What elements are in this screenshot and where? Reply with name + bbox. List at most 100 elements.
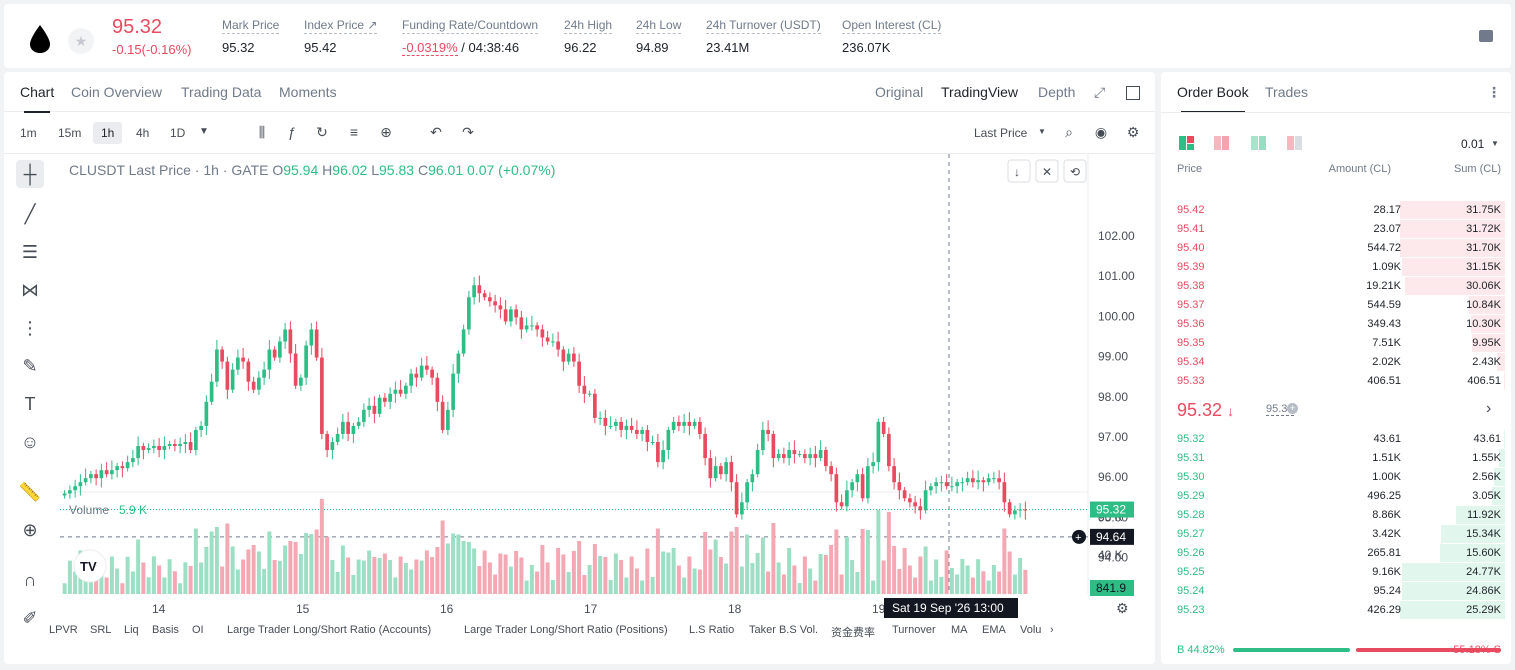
indicators-icon[interactable]: ƒ [288, 124, 296, 140]
row-amount: 43.61 [1373, 433, 1401, 445]
ind-ls-ratio[interactable]: L.S Ratio [689, 624, 735, 636]
tab-trades[interactable]: Trades [1265, 84, 1309, 100]
bid-row[interactable]: 95.26 265.81 15.60K [1161, 543, 1511, 562]
ind-turnover[interactable]: Turnover [892, 624, 936, 636]
camera-icon[interactable]: ◉ [1094, 124, 1108, 140]
candle-body [225, 361, 230, 390]
settings-gear-icon[interactable]: ⚙ [1126, 124, 1140, 140]
collapse-down-icon-bg [1007, 159, 1031, 183]
zoom-in-icon[interactable]: ⊕ [22, 520, 38, 540]
replay-icon[interactable]: ↻ [316, 124, 328, 140]
fib-icon[interactable]: ⋮ [21, 318, 39, 338]
view-depth[interactable]: Depth [1038, 84, 1076, 100]
tab-moments[interactable]: Moments [279, 84, 337, 100]
interval-1d[interactable]: 1D [170, 126, 186, 140]
favorite-star-icon[interactable]: ★ [68, 28, 94, 54]
ind-liq[interactable]: Liq [124, 624, 139, 636]
ask-row[interactable]: 95.41 23.07 31.72K [1161, 219, 1511, 238]
pencil-lock-icon[interactable]: ✐ [22, 608, 38, 628]
text-icon[interactable]: T [24, 394, 36, 414]
stat-mark-price: Mark Price 95.32 [222, 18, 280, 55]
tab-coin-overview[interactable]: Coin Overview [71, 84, 163, 100]
search-icon[interactable]: ⌕ [1065, 124, 1073, 140]
bid-row[interactable]: 95.29 496.25 3.05K [1161, 486, 1511, 505]
bid-row[interactable]: 95.23 426.29 25.29K [1161, 600, 1511, 619]
ind-ema[interactable]: EMA [982, 624, 1006, 636]
price-type-select[interactable]: Last Price [974, 126, 1028, 140]
view-tradingview[interactable]: TradingView [941, 84, 1019, 100]
brush-icon[interactable]: ✎ [22, 356, 38, 376]
volume-bar [409, 569, 414, 594]
bid-row[interactable]: 95.31 1.51K 1.55K [1161, 448, 1511, 467]
chevron-right-icon[interactable]: › [1486, 400, 1492, 417]
ask-row[interactable]: 95.37 544.59 10.84K [1161, 295, 1511, 314]
view-bids-icon[interactable] [1251, 136, 1267, 150]
volume-bar [844, 537, 849, 594]
candlestick-chart[interactable]: 102.00 101.00 100.00 99.00 98.00 97.00 96.00 95… [4, 154, 1155, 624]
ind-ls-accounts[interactable]: Large Trader Long/Short Ratio (Accounts) [227, 624, 432, 636]
ind-volume[interactable]: Volu [1020, 624, 1042, 636]
more-menu-icon[interactable]: ⋮ [1487, 84, 1501, 100]
ask-row[interactable]: 95.34 2.02K 2.43K [1161, 352, 1511, 371]
ind-ma[interactable]: MA [951, 624, 968, 636]
ask-row[interactable]: 95.42 28.17 31.75K [1161, 200, 1511, 219]
row-price: 95.42 [1177, 204, 1205, 216]
view-original[interactable]: Original [875, 84, 924, 100]
candle-body [656, 442, 660, 463]
ind-basis[interactable]: Basis [152, 624, 179, 636]
precision-chevron-icon[interactable]: ▼ [1491, 139, 1499, 148]
ind-oi[interactable]: OI [192, 624, 204, 636]
chevron-right-icon[interactable]: › [1050, 624, 1054, 636]
ask-row[interactable]: 95.35 7.51K 9.95K [1161, 333, 1511, 352]
candle-body [262, 369, 266, 378]
horizontal-lines-icon[interactable]: ☰ [21, 242, 39, 262]
chevron-down-icon[interactable]: ▼ [199, 126, 209, 137]
tab-trading-data[interactable]: Trading Data [181, 84, 262, 100]
ask-row[interactable]: 95.39 1.09K 31.15K [1161, 257, 1511, 276]
precision-select[interactable]: 0.01 [1461, 137, 1485, 151]
interval-15m[interactable]: 15m [58, 126, 82, 140]
ind-funding-rate[interactable]: 资金费率 [831, 627, 875, 639]
interval-1h[interactable]: 1h [93, 122, 123, 144]
book-icon[interactable] [1479, 30, 1493, 42]
trendline-icon[interactable]: ╱ [24, 204, 36, 224]
view-both-icon[interactable] [1179, 136, 1195, 150]
bid-row[interactable]: 95.25 9.16K 24.77K [1161, 562, 1511, 581]
window-icon[interactable] [1126, 86, 1140, 100]
view-asks-icon[interactable] [1214, 136, 1230, 150]
price-type-chevron-icon[interactable]: ▼ [1038, 127, 1046, 136]
emoji-icon[interactable]: ☺ [20, 432, 40, 452]
ask-row[interactable]: 95.36 349.43 10.30K [1161, 314, 1511, 333]
ind-srl[interactable]: SRL [90, 624, 112, 636]
ruler-icon[interactable]: 📏 [18, 482, 42, 502]
view-split-icon[interactable] [1287, 136, 1303, 150]
candles-icon[interactable]: ⫼ [258, 124, 266, 140]
redo-icon[interactable]: ↷ [462, 124, 474, 140]
undo-icon[interactable]: ↶ [430, 124, 442, 140]
tab-order-book[interactable]: Order Book [1177, 84, 1249, 113]
depth-bar [1405, 277, 1505, 295]
expand-icon[interactable]: ⤢ [1094, 84, 1106, 100]
bid-row[interactable]: 95.32 43.61 43.61 [1161, 429, 1511, 448]
interval-1m[interactable]: 1m [20, 126, 37, 140]
interval-4h[interactable]: 4h [136, 126, 150, 140]
ind-lpvr[interactable]: LPVR [49, 624, 78, 636]
ask-row[interactable]: 95.33 406.51 406.51 [1161, 371, 1511, 390]
crosshair-icon[interactable]: ┼ [16, 160, 44, 188]
template-icon[interactable]: ≡ [349, 124, 359, 140]
row-sum: 31.75K [1466, 204, 1501, 216]
bid-row[interactable]: 95.27 3.42K 15.34K [1161, 524, 1511, 543]
pattern-icon[interactable]: ⋈ [21, 280, 39, 300]
ind-taker-vol[interactable]: Taker B.S Vol. [749, 624, 819, 636]
bid-row[interactable]: 95.28 8.86K 11.92K [1161, 505, 1511, 524]
tab-chart[interactable]: Chart [20, 84, 55, 113]
ind-ls-positions[interactable]: Large Trader Long/Short Ratio (Positions… [464, 624, 668, 636]
bid-row[interactable]: 95.24 95.24 24.86K [1161, 581, 1511, 600]
candle-body [430, 369, 434, 378]
magnet-icon[interactable]: ∩ [23, 570, 37, 590]
ask-row[interactable]: 95.38 19.21K 30.06K [1161, 276, 1511, 295]
bid-row[interactable]: 95.30 1.00K 2.56K [1161, 467, 1511, 486]
ask-row[interactable]: 95.40 544.72 31.70K [1161, 238, 1511, 257]
stat-index-price[interactable]: Index Price ↗ 95.42 [304, 18, 378, 55]
add-alert-icon[interactable]: ⊕ [380, 124, 392, 140]
